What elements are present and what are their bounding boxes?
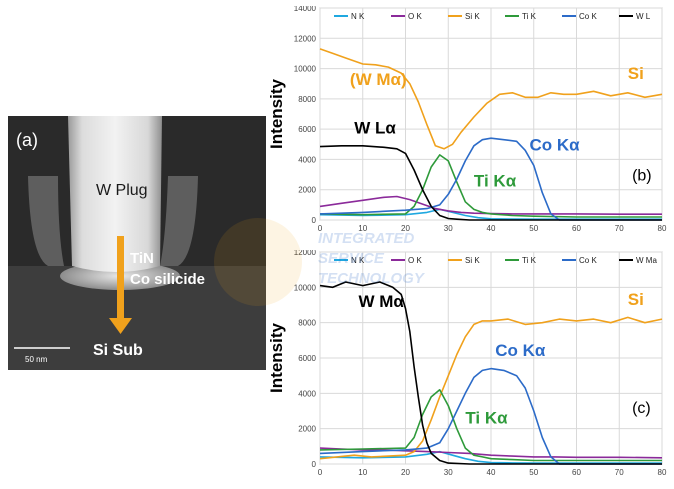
x-tick-label-c: 30 (444, 468, 453, 477)
x-tick-label-b: 50 (529, 224, 538, 233)
y-axis-label-c: Intensity (268, 323, 286, 393)
depth-arrow-shaft (117, 236, 124, 320)
legend-label-w-ma-c: W Ma (636, 256, 657, 265)
y-tick-label-c: 0 (312, 460, 317, 469)
depth-arrow-head (109, 318, 132, 334)
w-plug-shape (68, 116, 162, 272)
x-tick-label-b: 40 (487, 224, 496, 233)
y-tick-label-b: 2000 (298, 186, 316, 195)
legend-label-co-k-b: Co K (579, 12, 597, 21)
annotation-w-m-b: (W Mα) (350, 70, 407, 89)
x-tick-label-c: 80 (658, 468, 667, 477)
x-tick-label-c: 10 (358, 468, 367, 477)
x-tick-label-b: 60 (572, 224, 581, 233)
x-tick-label-c: 20 (401, 468, 410, 477)
scale-bar-label: 50 nm (25, 355, 48, 364)
legend-label-n-k-b: N K (351, 12, 365, 21)
annotation-co-k-c: Co Kα (495, 341, 546, 360)
series-line-si-k-c (319, 316, 663, 460)
legend-label-co-k-c: Co K (579, 256, 597, 265)
x-tick-label-b: 80 (658, 224, 667, 233)
y-tick-label-c: 2000 (298, 425, 316, 434)
x-tick-label-c: 50 (529, 468, 538, 477)
x-tick-label-b: 10 (358, 224, 367, 233)
y-tick-label-b: 14000 (294, 6, 317, 13)
legend-label-o-k-b: O K (408, 12, 422, 21)
annotation-w-m-c: W Mα (358, 292, 404, 311)
annotation-ti-k-c: Ti Kα (465, 408, 508, 427)
x-tick-label-b: 0 (318, 224, 323, 233)
y-tick-label-b: 8000 (298, 95, 316, 104)
x-tick-label-c: 40 (487, 468, 496, 477)
eds-profile-chart-c: 0 2000 4000 6000 8000 10000 12000 0 10 20 30 40 50 60… (267, 248, 670, 484)
annotation-si-b: Si (628, 64, 644, 83)
y-tick-label-c: 6000 (298, 354, 316, 363)
legend-label-ti-k-b: Ti K (522, 12, 537, 21)
tem-micrograph-image: (a) W Plug TiN Co silicide Si Sub 50 nm (8, 116, 266, 370)
y-axis-label-b: Intensity (268, 79, 286, 149)
x-tick-label-b: 30 (444, 224, 453, 233)
micrograph-panel-label: (a) (16, 130, 38, 150)
annotation-b-b: (b) (632, 168, 652, 185)
legend-label-n-k-c: N K (351, 256, 365, 265)
w-plug-label: W Plug (96, 182, 148, 199)
x-tick-label-b: 70 (615, 224, 624, 233)
series-line-n-k-c (319, 450, 662, 464)
eds-profile-svg-b: 0 2000 4000 6000 8000 10000 12000 14000 0 10 20 30 4… (267, 4, 667, 233)
co-silicide-label: Co silicide (130, 271, 205, 288)
tin-label: TiN (130, 250, 154, 267)
y-tick-label-b: 10000 (294, 65, 317, 74)
legend-label-w-l-b: W L (636, 12, 651, 21)
series-line-o-k-c (319, 447, 663, 459)
annotation-w-l-b: W Lα (354, 119, 396, 138)
series-line-o-k-b (319, 195, 662, 215)
si-sub-label: Si Sub (93, 342, 143, 359)
y-tick-label-b: 0 (312, 216, 317, 225)
eds-profile-svg-c: 0 2000 4000 6000 8000 10000 12000 0 10 20 30 40 50 60… (267, 248, 667, 477)
y-tick-label-c: 12000 (294, 250, 317, 257)
y-tick-label-c: 8000 (298, 319, 316, 328)
y-tick-label-b: 12000 (294, 34, 317, 43)
series-line-co-k-c (319, 367, 662, 465)
annotation-si-c: Si (628, 290, 644, 309)
annotation-co-k-b: Co Kα (529, 135, 580, 154)
series-line-ti-k-b (319, 154, 662, 218)
left-spacer (28, 176, 64, 266)
series-line-si-k-b (319, 48, 663, 150)
y-tick-label-c: 10000 (294, 283, 317, 292)
legend-label-ti-k-c: Ti K (522, 256, 537, 265)
right-spacer (160, 176, 198, 266)
annotation-c-c: (c) (632, 400, 651, 417)
y-tick-label-b: 4000 (298, 155, 316, 164)
series-line-w-ma-c (319, 281, 662, 465)
y-tick-label-c: 4000 (298, 389, 316, 398)
x-tick-label-b: 20 (401, 224, 410, 233)
annotation-ti-k-b: Ti Kα (474, 172, 517, 191)
tem-micrograph: (a) W Plug TiN Co silicide Si Sub 50 nm (8, 116, 266, 370)
y-tick-label-b: 6000 (298, 125, 316, 134)
x-tick-label-c: 60 (572, 468, 581, 477)
legend-label-o-k-c: O K (408, 256, 422, 265)
series-line-w-l-b (319, 145, 662, 221)
legend-label-si-k-b: Si K (465, 12, 480, 21)
eds-profile-chart-b: 0 2000 4000 6000 8000 10000 12000 14000 0 10 20 30 4… (267, 4, 670, 240)
x-tick-label-c: 70 (615, 468, 624, 477)
series-line-ti-k-c (319, 389, 662, 462)
legend-label-si-k-c: Si K (465, 256, 480, 265)
x-tick-label-c: 0 (318, 468, 323, 477)
